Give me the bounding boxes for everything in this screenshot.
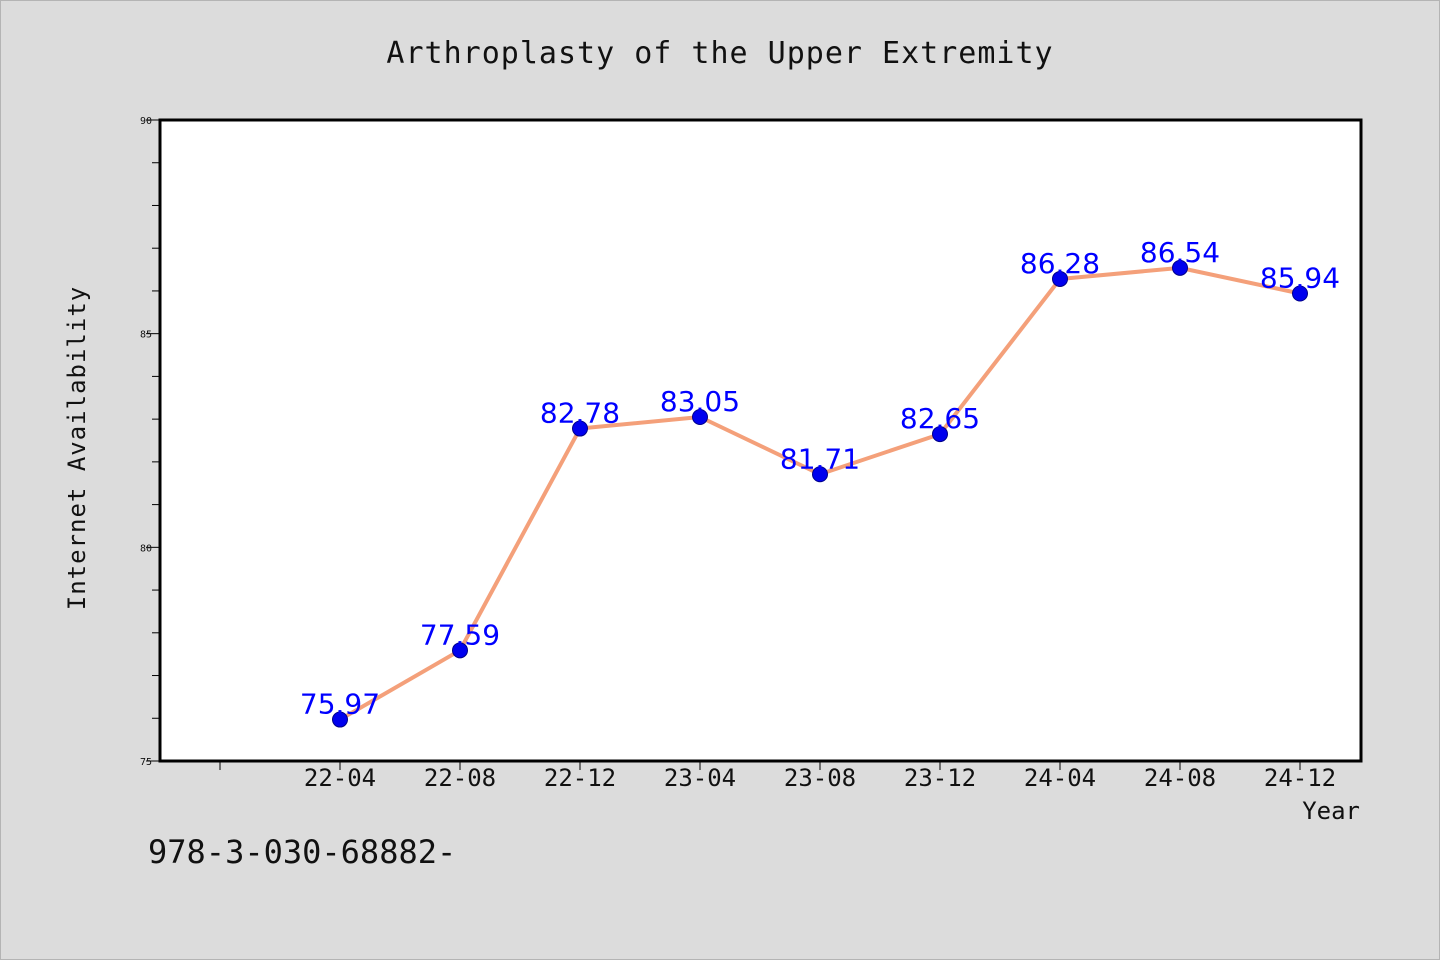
plot-area bbox=[158, 118, 1363, 763]
data-point-label: 86.28 bbox=[1020, 247, 1100, 280]
y-tick-label: 80 bbox=[140, 543, 152, 554]
data-labels: 75.97 77.59 82.78 83.05 81.71 82.65 86.28 86.54… bbox=[300, 236, 1340, 721]
data-point-marker bbox=[812, 466, 828, 483]
data-point-marker bbox=[1172, 259, 1188, 276]
x-tick-label: 24-04 bbox=[1024, 764, 1096, 792]
data-point-marker bbox=[332, 711, 348, 728]
x-tick-label: 23-12 bbox=[904, 764, 976, 792]
y-axis-label: Internet Availability bbox=[63, 286, 91, 610]
data-point-marker bbox=[932, 426, 948, 443]
y-tick-label: 85 bbox=[140, 330, 152, 341]
footer-isbn-text: 978-3-030-68882- bbox=[148, 833, 456, 871]
x-tick-label: 23-08 bbox=[784, 764, 856, 792]
x-axis-ticks: 22-04 22-08 22-12 23-04 23-08 23-12 24-04 24-08… bbox=[219, 762, 1336, 792]
data-point-label: 81.71 bbox=[780, 442, 860, 475]
data-point-label: 82.78 bbox=[540, 397, 620, 430]
y-axis-ticks: 75 80 85 90 bbox=[140, 116, 159, 768]
chart-title: Arthroplasty of the Upper Extremity bbox=[386, 36, 1053, 71]
data-point-label: 77.59 bbox=[420, 618, 500, 651]
x-tick-label: 22-12 bbox=[544, 764, 616, 792]
x-tick-label: 24-12 bbox=[1264, 764, 1336, 792]
x-tick-label: 22-04 bbox=[304, 764, 376, 792]
data-point-label: 82.65 bbox=[900, 402, 980, 435]
x-axis-label: Year bbox=[1302, 797, 1360, 825]
x-tick-label: 22-08 bbox=[424, 764, 496, 792]
data-point-marker bbox=[1292, 285, 1308, 302]
y-tick-label: 75 bbox=[140, 757, 152, 768]
data-point-marker bbox=[452, 642, 468, 659]
series-markers bbox=[332, 259, 1308, 728]
data-point-label: 75.97 bbox=[300, 688, 380, 721]
y-tick-label: 90 bbox=[140, 116, 152, 127]
data-point-label: 86.54 bbox=[1140, 236, 1220, 269]
data-point-label: 85.94 bbox=[1260, 261, 1340, 294]
x-tick-label: 23-04 bbox=[664, 764, 736, 792]
data-point-marker bbox=[572, 420, 588, 437]
x-tick-label: 24-08 bbox=[1144, 764, 1216, 792]
data-point-marker bbox=[692, 408, 708, 425]
data-point-label: 83.05 bbox=[660, 385, 740, 418]
data-point-marker bbox=[1052, 270, 1068, 287]
